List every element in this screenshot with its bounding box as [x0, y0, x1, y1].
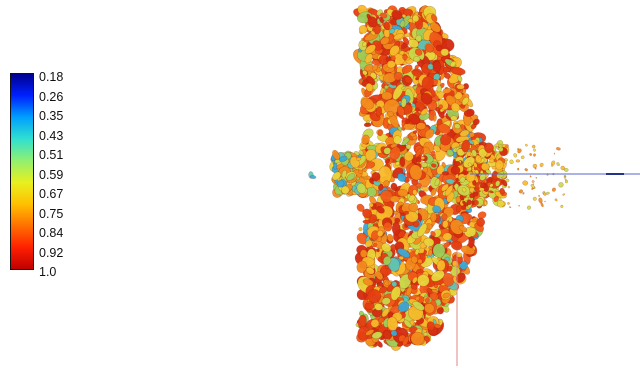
isosurface-render [308, 4, 569, 351]
colorbar-tick-label: 0.75 [39, 206, 64, 221]
colorbar-tick-label: 0.92 [39, 245, 64, 260]
colorbar-tick-label: 0.59 [39, 167, 64, 182]
colorbar-tick-label: 0.43 [39, 128, 64, 143]
colorbar-tick-label: 0.84 [39, 226, 64, 240]
colorbar-tick-label: 0.18 [39, 70, 64, 84]
colorbar-tick-label: 0.67 [39, 187, 64, 201]
colorbar-tick-label: 1.0 [39, 265, 57, 279]
colorbar-tick-label: 0.51 [39, 148, 64, 162]
colorbar [10, 73, 34, 270]
colorbar-tick-label: 0.26 [39, 89, 64, 104]
colorbar-tick-label: 0.35 [39, 109, 64, 123]
color-legend: 0.18 0.26 0.35 0.43 0.51 0.59 0.67 0.75 0.84 0.92… [10, 70, 80, 283]
